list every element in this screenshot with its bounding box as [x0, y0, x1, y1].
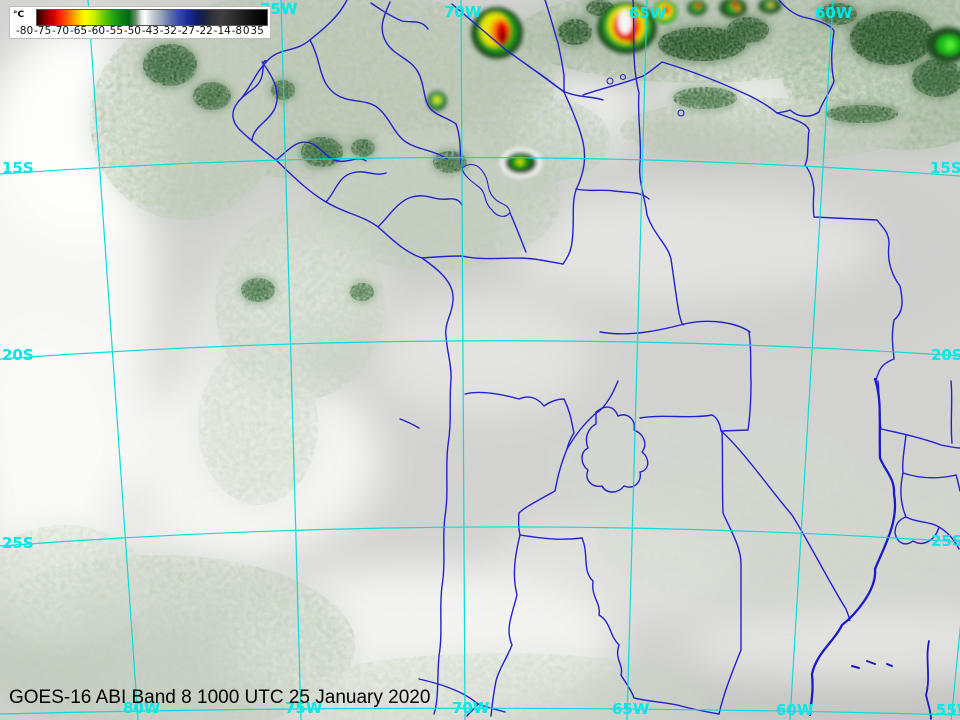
- lon-label-bottom: 75W: [285, 699, 323, 717]
- lon-label-top: 60W: [815, 4, 853, 22]
- colorbar-unit-label: °C: [13, 10, 25, 20]
- lon-label-bottom: 55W: [936, 701, 960, 719]
- colorbar-tick: -60: [87, 25, 106, 37]
- colorbar-tick: -55: [105, 25, 123, 37]
- political-boundaries: [232, 0, 960, 717]
- colorbar-tick: -65: [69, 25, 88, 37]
- colorbar-tick: -14: [213, 25, 231, 37]
- lon-label-bottom: 65W: [612, 700, 650, 718]
- colorbar-tick: -75: [33, 25, 52, 37]
- colorbar-tick-labels: -80 -75 -70 -65 -60 -55 -50 -43 -32 -27 …: [16, 25, 264, 37]
- lat-label-right: 20S: [931, 346, 960, 364]
- colorbar-tick: -50: [123, 25, 141, 37]
- colorbar-tick: 35: [250, 25, 264, 37]
- lat-label-right: 15S: [930, 159, 960, 177]
- colorbar-tick: -27: [177, 25, 195, 37]
- lon-label-bottom: 80W: [123, 699, 161, 717]
- colorbar-tick: -70: [51, 25, 70, 37]
- colorbar-tick: -43: [141, 25, 159, 37]
- temperature-colorbar: °C -80 -75 -70 -65 -60 -55 -50 -43 -32 -…: [10, 7, 270, 38]
- lon-label-top: 65W: [629, 4, 667, 22]
- lat-label-left: 25S: [2, 534, 34, 552]
- lon-label-bottom: 70W: [452, 699, 490, 717]
- colorbar-tick: -8: [231, 25, 243, 37]
- colorbar-tick: -80: [16, 25, 34, 37]
- product-title: GOES-16 ABI Band 8 1000 UTC 25 January 2…: [9, 687, 431, 708]
- lat-label-right: 25S: [931, 532, 960, 550]
- colorbar-tick: -32: [159, 25, 177, 37]
- colorbar-tick: -22: [195, 25, 213, 37]
- lon-label-bottom: 60W: [776, 701, 814, 719]
- lat-label-left: 20S: [2, 346, 34, 364]
- lat-label-left: 15S: [2, 159, 34, 177]
- colorbar-gradient: [36, 9, 268, 26]
- colorbar-tick: 0: [242, 25, 250, 37]
- lon-label-top: 70W: [444, 3, 482, 21]
- rivers: [808, 377, 932, 720]
